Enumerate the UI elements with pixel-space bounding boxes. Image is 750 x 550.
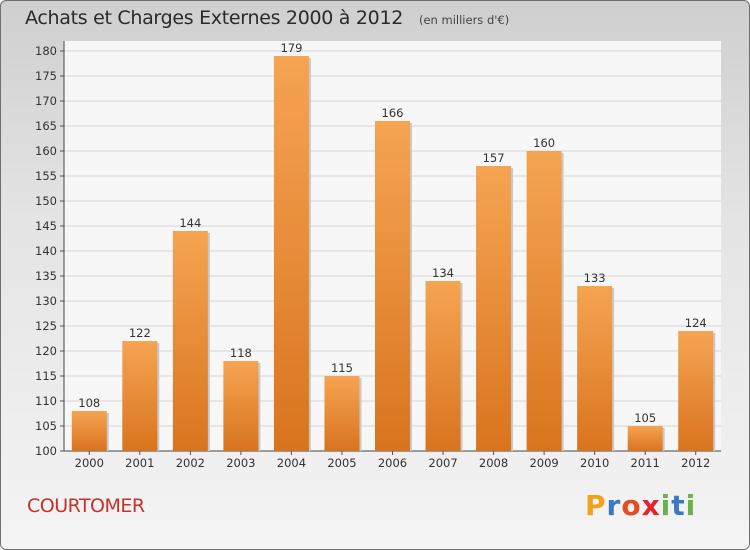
y-tick-label: 100 [35,444,57,458]
logo-letter: i [660,489,672,522]
x-tick-label: 2004 [277,456,306,470]
logo-letter: r [606,489,622,522]
bar [223,361,259,451]
logo-letter: x [641,489,661,522]
y-tick-label: 125 [35,319,57,333]
x-tick-label: 2002 [176,456,205,470]
bar [476,166,512,451]
x-tick-label: 2001 [125,456,154,470]
y-tick-label: 150 [35,194,57,208]
data-label: 115 [331,361,353,375]
data-label: 144 [179,216,201,230]
y-tick-label: 180 [35,44,57,58]
data-label: 118 [230,346,252,360]
y-tick-label: 175 [35,69,57,83]
bar [375,121,410,451]
data-label: 157 [483,151,505,165]
y-tick-label: 170 [35,94,57,108]
x-tick-label: 2006 [378,456,407,470]
data-label: 124 [685,316,707,330]
y-tick-label: 110 [35,394,57,408]
data-label: 108 [78,396,100,410]
y-tick-label: 115 [35,369,57,383]
bar [627,426,663,451]
logo-letter: o [621,489,642,522]
logo-letter: P [585,489,607,522]
bar [273,56,309,451]
bar [172,231,208,451]
bar [324,376,360,451]
y-tick-label: 140 [35,244,57,258]
bar [678,331,714,451]
y-tick-label: 165 [35,119,57,133]
logo-letter: t [671,489,686,522]
bar [71,411,107,451]
y-tick-label: 160 [35,144,57,158]
x-tick-label: 2011 [631,456,660,470]
x-tick-label: 2009 [529,456,558,470]
x-tick-label: 2012 [681,456,710,470]
y-tick-label: 130 [35,294,57,308]
x-tick-label: 2000 [75,456,104,470]
y-tick-label: 135 [35,269,57,283]
data-label: 179 [280,41,302,55]
data-label: 122 [129,326,151,340]
proxiti-logo: Proxiti [585,489,696,522]
y-tick-label: 145 [35,219,57,233]
bar [425,281,461,451]
data-label: 105 [634,411,656,425]
x-tick-label: 2003 [226,456,255,470]
x-tick-label: 2010 [580,456,609,470]
bar [122,341,158,451]
data-label: 133 [584,271,606,285]
y-tick-label: 120 [35,344,57,358]
y-tick-label: 105 [35,419,57,433]
chart-title: Achats et Charges Externes 2000 à 2012 [25,7,404,29]
location-label: COURTOMER [27,495,145,517]
x-tick-label: 2008 [479,456,508,470]
bar [526,151,562,451]
x-tick-label: 2007 [428,456,457,470]
data-label: 134 [432,266,454,280]
data-label: 166 [382,106,404,120]
x-tick-label: 2005 [327,456,356,470]
bar [577,286,613,451]
data-label: 160 [533,136,555,150]
logo-letter: i [685,489,697,522]
y-tick-label: 155 [35,169,57,183]
chart-subtitle: (en milliers d'€) [419,13,510,27]
